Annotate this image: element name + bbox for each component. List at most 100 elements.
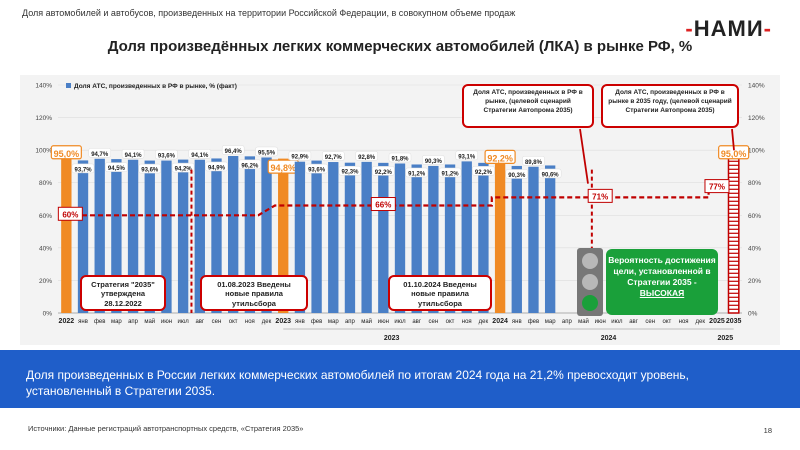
x-tick-label: май bbox=[578, 318, 589, 325]
x-tick-label: 2023 bbox=[275, 318, 291, 325]
bar bbox=[161, 160, 172, 313]
data-label-bg bbox=[505, 169, 529, 179]
x-tick-label: янв bbox=[78, 319, 88, 325]
x-tick-label: 2022 bbox=[59, 318, 75, 325]
data-label: 91,2% bbox=[442, 171, 460, 177]
callout-pointer bbox=[731, 128, 735, 151]
probability-level: ВЫСОКАЯ bbox=[639, 288, 685, 299]
target-line bbox=[58, 186, 726, 217]
bar bbox=[361, 161, 372, 313]
x-tick-label: фев bbox=[528, 319, 539, 325]
bar bbox=[294, 161, 306, 313]
scenario-2035-callout: Доля АТС, произведенных в РФ в рынке в 2… bbox=[601, 84, 739, 128]
data-label: 94,7% bbox=[91, 152, 109, 158]
bar bbox=[227, 156, 239, 313]
scenario-callout: Доля АТС, произведенных в РФ в рынке, (ц… bbox=[462, 84, 594, 128]
data-label: 94,1% bbox=[191, 153, 209, 159]
x-tick-label: июл bbox=[394, 319, 406, 325]
bar bbox=[328, 162, 339, 313]
x-tick-label: апр bbox=[345, 319, 356, 325]
traffic-light-lamp-red bbox=[582, 253, 598, 269]
x-tick-label: янв bbox=[512, 319, 522, 325]
legend-label: Доля АТС, произведенных в РФ в рынке, % … bbox=[74, 83, 237, 90]
data-label: 92,9% bbox=[291, 155, 309, 161]
data-label-bg bbox=[372, 166, 395, 176]
data-label-bg bbox=[522, 156, 545, 166]
data-label: 90,3% bbox=[425, 159, 443, 165]
bar-chart: 0% 0% 20% 20% 40% 40% 60% 60% 80% 80% 100% 100% 120%… bbox=[35, 83, 765, 343]
x-tick-label: фев bbox=[311, 319, 322, 325]
bar bbox=[278, 158, 289, 313]
y-tick-label-right: 120% bbox=[748, 115, 765, 122]
x-tick-label: июн bbox=[378, 319, 389, 325]
x-tick-label: янв bbox=[295, 319, 305, 325]
x-tick-label: авг bbox=[629, 319, 639, 325]
data-label-bg bbox=[71, 163, 95, 174]
data-label: 92,2% bbox=[375, 170, 393, 176]
probability-text: Вероятность достижения цели, установленн… bbox=[608, 255, 716, 288]
x-tick-label: 2035 bbox=[726, 318, 742, 325]
target-label: 60% bbox=[62, 210, 78, 219]
data-label: 89,8% bbox=[525, 160, 543, 166]
conclusion-banner: Доля произведенных в России легких комме… bbox=[0, 350, 800, 408]
data-label-bg bbox=[221, 145, 245, 155]
data-label-bg bbox=[538, 168, 562, 179]
y-tick-label-left: 0% bbox=[43, 311, 53, 318]
data-label: 94,8% bbox=[270, 163, 296, 173]
x-tick-label: 2025 bbox=[709, 318, 725, 325]
data-label-bg bbox=[438, 167, 462, 178]
x-tick-label: дек bbox=[479, 319, 489, 325]
x-tick-label: май bbox=[361, 318, 372, 325]
data-label: 92,2% bbox=[487, 153, 513, 163]
bar bbox=[394, 163, 406, 313]
bar bbox=[111, 159, 122, 313]
data-label: 92,3% bbox=[341, 170, 359, 176]
util-2024-note: 01.10.2024 Введены новые правила утильсб… bbox=[388, 275, 492, 311]
data-label: 92,7% bbox=[325, 155, 343, 161]
data-label-bg bbox=[388, 152, 412, 163]
data-label-bg bbox=[171, 162, 195, 173]
bar bbox=[144, 160, 155, 313]
data-label: 96,4% bbox=[225, 149, 243, 155]
callout-pointer bbox=[579, 128, 589, 184]
page-subtitle: Доля автомобилей и автобусов, произведен… bbox=[22, 8, 516, 18]
data-label: 95,5% bbox=[258, 150, 276, 156]
data-label: 95,0% bbox=[721, 149, 747, 159]
y-tick-label-left: 120% bbox=[35, 115, 52, 122]
bar bbox=[378, 162, 389, 313]
data-label-bg bbox=[105, 162, 128, 172]
bar bbox=[211, 158, 222, 313]
bar bbox=[494, 162, 506, 313]
bar bbox=[461, 161, 472, 313]
x-tick-label: июл bbox=[611, 319, 623, 325]
bar bbox=[478, 162, 489, 313]
bar bbox=[311, 160, 322, 313]
x-tick-label: мар bbox=[111, 319, 122, 325]
target-label-bg bbox=[370, 197, 396, 212]
y-tick-label-left: 100% bbox=[35, 148, 52, 155]
y-tick-label-right: 100% bbox=[748, 148, 765, 155]
x-tick-label: июн bbox=[161, 319, 172, 325]
data-label: 93,1% bbox=[458, 154, 476, 160]
x-tick-label: окт bbox=[229, 319, 238, 325]
x-tick-label: апр bbox=[128, 319, 139, 325]
x-tick-label: сен bbox=[212, 319, 222, 325]
y-tick-label-left: 60% bbox=[39, 213, 52, 220]
data-label-bg bbox=[155, 149, 178, 160]
x-tick-label: ноя bbox=[462, 319, 472, 325]
x-tick-label: июн bbox=[595, 319, 606, 325]
data-label-bg bbox=[305, 163, 328, 174]
chart-title: Доля произведённых легких коммерческих а… bbox=[107, 38, 693, 55]
data-label-bg bbox=[50, 145, 82, 160]
bar bbox=[244, 156, 256, 313]
data-label: 94,9% bbox=[208, 165, 226, 171]
traffic-light-icon bbox=[577, 248, 603, 316]
data-label-bg bbox=[88, 148, 111, 158]
x-tick-label: окт bbox=[446, 319, 455, 325]
year-group-label: 2025 bbox=[718, 335, 734, 342]
x-tick-label: май bbox=[144, 318, 155, 325]
data-label: 93,6% bbox=[158, 154, 176, 160]
x-tick-label: авг bbox=[412, 319, 422, 325]
data-label: 95,0% bbox=[54, 149, 80, 159]
data-label: 96,2% bbox=[241, 163, 259, 169]
